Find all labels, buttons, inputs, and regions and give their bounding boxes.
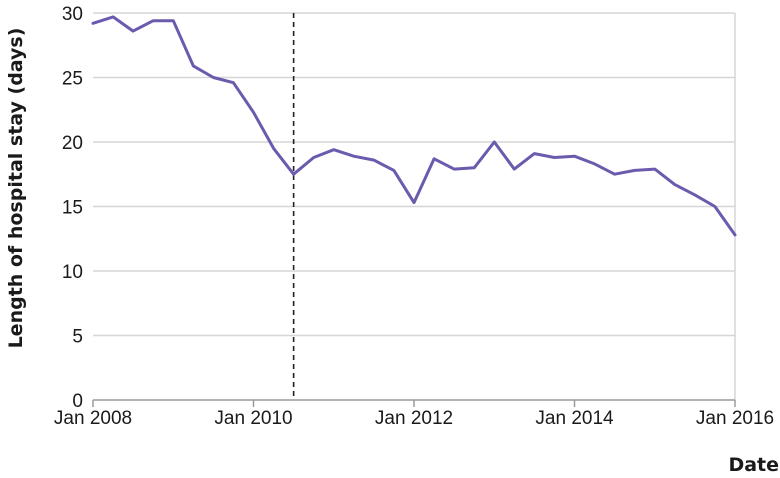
y-tick-label-25: 25 bbox=[62, 69, 83, 90]
x-axis-title: Date bbox=[728, 454, 779, 476]
x-tick-label-1: Jan 2010 bbox=[214, 408, 292, 429]
y-tick-label-15: 15 bbox=[62, 198, 83, 219]
x-tick-label-4: Jan 2016 bbox=[696, 408, 774, 429]
grid-lines bbox=[93, 12, 735, 337]
series-line-0 bbox=[91, 15, 737, 237]
y-axis-title: Length of hospital stay (days) bbox=[5, 28, 27, 349]
axes bbox=[92, 13, 736, 407]
series-group bbox=[91, 15, 737, 237]
y-tick-label-5: 5 bbox=[72, 327, 83, 348]
y-tick-label-30: 30 bbox=[62, 4, 83, 25]
x-tick-label-2: Jan 2012 bbox=[375, 408, 453, 429]
x-tick-label-0: Jan 2008 bbox=[54, 408, 132, 429]
y-tick-label-0: 0 bbox=[72, 391, 83, 412]
x-tick-labels: Jan 2008 Jan 2010 Jan 2012 Jan 2014 Jan 2016 bbox=[54, 408, 774, 429]
x-tick-label-3: Jan 2014 bbox=[535, 408, 614, 429]
y-tick-label-10: 10 bbox=[62, 262, 83, 283]
y-tick-labels: 0 5 10 15 20 25 30 bbox=[62, 4, 83, 412]
y-tick-label-20: 20 bbox=[62, 133, 83, 154]
